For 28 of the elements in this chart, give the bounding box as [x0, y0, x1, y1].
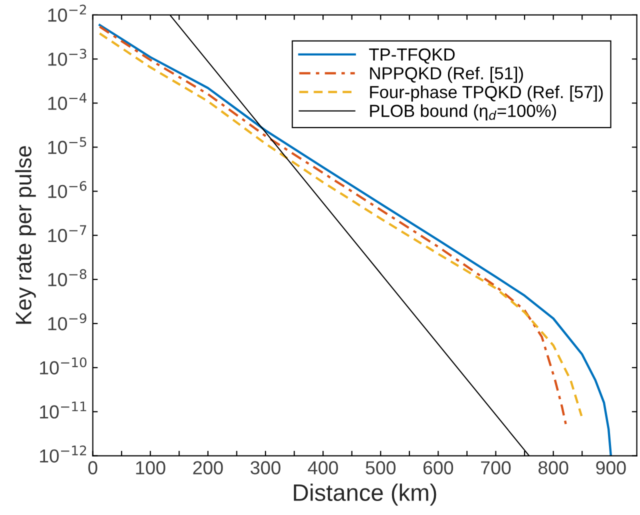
x-tick-label: 900 [596, 461, 626, 474]
y-tick-label: 10$^{−5}$ [48, 137, 86, 154]
x-tick-label: 200 [193, 461, 223, 474]
y-tick-label: 10$^{−8}$ [48, 269, 86, 286]
y-axis-title: Key rate per pulse [15, 146, 36, 324]
y-tick-label: 10$^{−6}$ [48, 181, 86, 198]
legend-label: Four-phase TPQKD (Ref. [57]) [370, 85, 603, 102]
legend-label: TP-TFQKD [369, 48, 455, 64]
x-tick-label: 100 [136, 461, 166, 474]
line-series [98, 24, 612, 456]
x-tick-label: 700 [481, 461, 511, 474]
x-tick-label: 800 [538, 461, 568, 474]
legend-label: PLOB bound (η$_{d}$=100%) [370, 104, 556, 120]
x-tick-label: 500 [366, 461, 396, 474]
y-tick-label: 10$^{−12}$ [40, 446, 86, 463]
y-tick-label: 10$^{−2}$ [48, 4, 86, 22]
x-tick-label: 400 [308, 461, 338, 474]
x-tick-label: 0 [88, 461, 98, 474]
x-tick-label: 300 [250, 461, 280, 474]
y-tick-label: 10$^{−3}$ [48, 48, 86, 66]
legend-label: NPPQKD (Ref. [51]) [370, 66, 523, 83]
y-tick-label: 10$^{−10}$ [40, 357, 86, 374]
y-tick-label: 10$^{−7}$ [48, 225, 86, 242]
y-tick-label: 10$^{−9}$ [48, 313, 86, 330]
y-tick-label: 10$^{−4}$ [48, 93, 87, 110]
y-tick-label: 10$^{−11}$ [40, 402, 86, 419]
x-tick-label: 600 [424, 461, 454, 474]
x-axis-title: Distance (km) [294, 484, 436, 506]
